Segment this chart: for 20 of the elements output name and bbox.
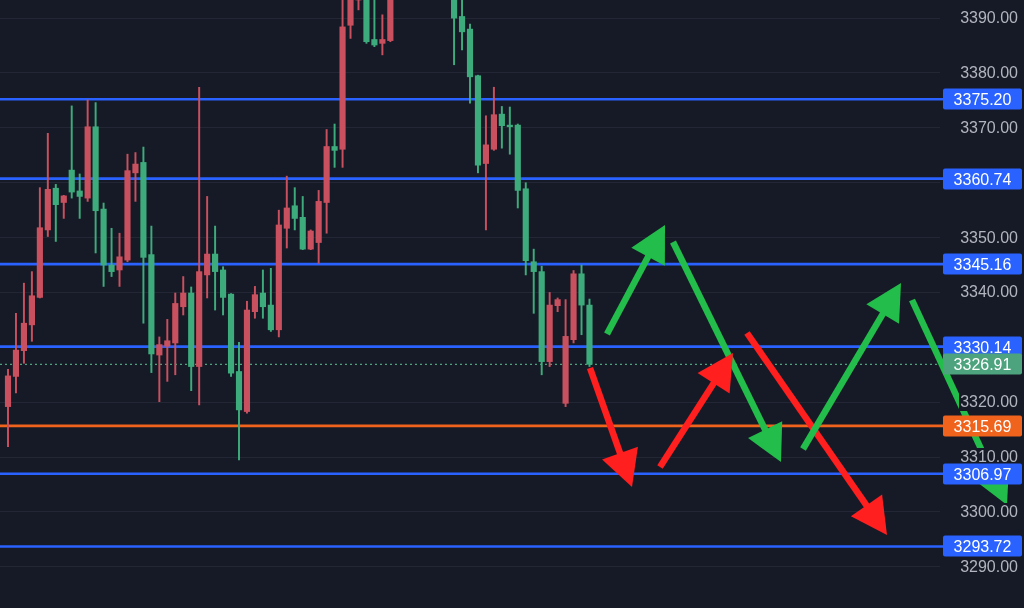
ref-line-label: 3375.20 bbox=[943, 88, 1022, 110]
y-tick-label: 3310.00 bbox=[959, 448, 1019, 467]
y-tick-label: 3380.00 bbox=[959, 63, 1019, 82]
y-tick-label: 3350.00 bbox=[959, 228, 1019, 247]
candlestick bbox=[164, 319, 171, 382]
ref-line-label: 3306.97 bbox=[943, 463, 1022, 485]
ref-line-label: 3360.74 bbox=[943, 168, 1022, 190]
y-tick-label: 3300.00 bbox=[959, 502, 1019, 521]
ref-line-label: 3345.16 bbox=[943, 253, 1022, 275]
ref-line-label: 3293.72 bbox=[943, 535, 1022, 557]
candlestick bbox=[379, 14, 386, 56]
ref-line-label: 3315.69 bbox=[943, 415, 1022, 437]
ref-line-label: 3330.14 bbox=[943, 336, 1022, 358]
ref-line-label: 3326.91 bbox=[943, 353, 1022, 375]
candlestick bbox=[331, 123, 338, 168]
y-tick-label: 3320.00 bbox=[959, 393, 1019, 412]
y-tick-label: 3340.00 bbox=[959, 283, 1019, 302]
y-tick-label: 3290.00 bbox=[959, 557, 1019, 576]
y-tick-label: 3370.00 bbox=[959, 118, 1019, 137]
y-tick-label: 3390.00 bbox=[959, 9, 1019, 28]
